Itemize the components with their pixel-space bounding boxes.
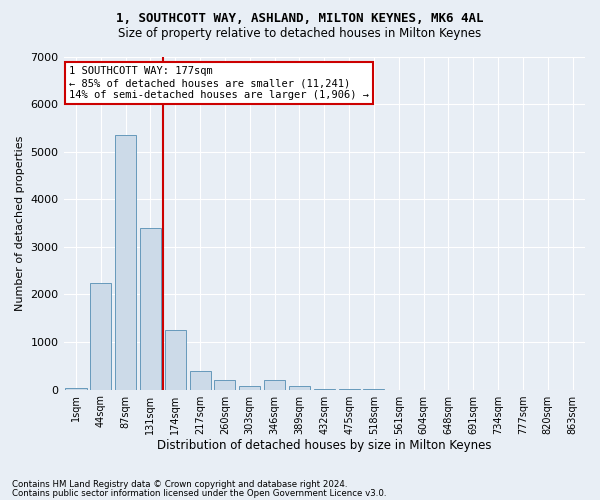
Bar xyxy=(65,388,86,390)
Bar xyxy=(264,380,285,390)
Bar xyxy=(165,330,186,390)
Bar xyxy=(140,228,161,390)
Bar xyxy=(214,380,235,390)
X-axis label: Distribution of detached houses by size in Milton Keynes: Distribution of detached houses by size … xyxy=(157,440,491,452)
Text: 1 SOUTHCOTT WAY: 177sqm
← 85% of detached houses are smaller (11,241)
14% of sem: 1 SOUTHCOTT WAY: 177sqm ← 85% of detache… xyxy=(69,66,369,100)
Y-axis label: Number of detached properties: Number of detached properties xyxy=(15,136,25,310)
Bar xyxy=(190,370,211,390)
Text: Contains HM Land Registry data © Crown copyright and database right 2024.: Contains HM Land Registry data © Crown c… xyxy=(12,480,347,489)
Bar xyxy=(289,386,310,390)
Bar xyxy=(90,282,112,390)
Text: Contains public sector information licensed under the Open Government Licence v3: Contains public sector information licen… xyxy=(12,488,386,498)
Bar xyxy=(239,386,260,390)
Bar xyxy=(115,135,136,390)
Text: 1, SOUTHCOTT WAY, ASHLAND, MILTON KEYNES, MK6 4AL: 1, SOUTHCOTT WAY, ASHLAND, MILTON KEYNES… xyxy=(116,12,484,26)
Text: Size of property relative to detached houses in Milton Keynes: Size of property relative to detached ho… xyxy=(118,28,482,40)
Bar xyxy=(314,388,335,390)
